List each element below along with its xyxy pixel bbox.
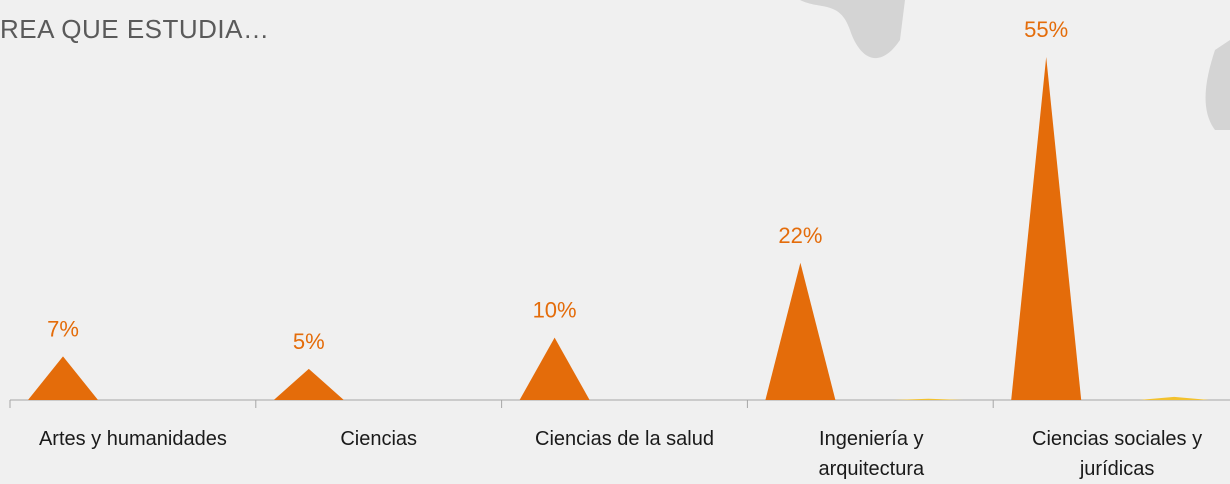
peak xyxy=(28,356,98,400)
x-tick-label: Ingeniería y arquitectura xyxy=(818,428,925,480)
decoration xyxy=(800,0,905,59)
x-tick-label: Ciencias xyxy=(340,428,418,450)
x-tick-label: Artes y humanidades xyxy=(38,428,227,450)
peak xyxy=(1011,57,1082,400)
peak xyxy=(765,262,836,400)
peak xyxy=(893,398,964,400)
value-label: 10% xyxy=(533,298,577,323)
peak xyxy=(519,337,590,400)
value-label: 55% xyxy=(1024,17,1068,42)
value-label: 5% xyxy=(293,329,325,354)
chart-title: REA QUE ESTUDIA… xyxy=(0,14,270,44)
decoration xyxy=(1205,40,1230,130)
peak xyxy=(1139,396,1210,400)
value-label: 7% xyxy=(47,316,79,341)
peak xyxy=(273,368,344,400)
x-tick-label: Ciencias de la salud xyxy=(535,428,714,450)
value-label: 22% xyxy=(778,223,822,248)
x-tick-label: Ciencias sociales y jurídicas xyxy=(1032,428,1203,480)
